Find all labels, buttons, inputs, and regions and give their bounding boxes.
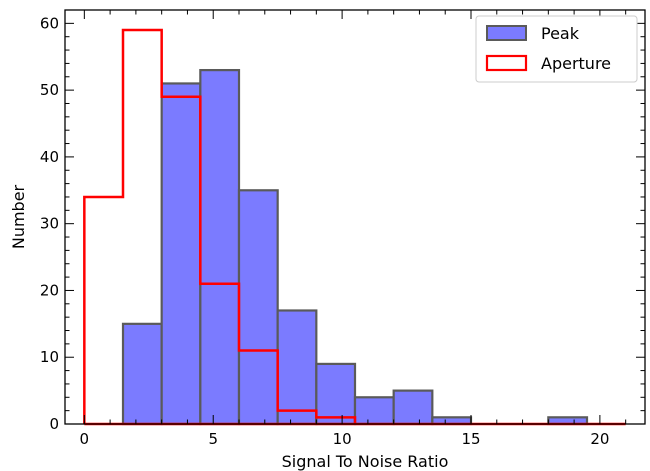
x-tick-label: 0 (80, 430, 90, 448)
y-tick-label: 30 (40, 215, 59, 233)
x-tick-label: 10 (333, 430, 352, 448)
bar-peak (160, 82, 202, 426)
y-tick-label: 60 (40, 14, 59, 32)
x-tick-label: 5 (208, 430, 218, 448)
legend-label-peak: Peak (541, 24, 580, 43)
bar-peak (353, 396, 395, 426)
y-tick-label: 0 (49, 415, 59, 433)
bar-peak (121, 322, 163, 426)
bar-peak (392, 389, 434, 426)
series-peak (121, 68, 589, 426)
y-tick-label: 40 (40, 148, 59, 166)
x-axis-label: Signal To Noise Ratio (282, 452, 449, 471)
y-tick-label: 20 (40, 281, 59, 299)
bar-peak (199, 68, 241, 426)
legend-label-aperture: Aperture (541, 54, 611, 73)
plot-frame (64, 9, 646, 425)
y-axis-label: Number (9, 184, 28, 249)
legend-swatch-peak (486, 25, 527, 41)
bar-peak (276, 309, 318, 426)
x-tick-label: 15 (461, 430, 480, 448)
y-tick-label: 50 (40, 81, 59, 99)
ticks (65, 9, 645, 425)
y-tick-label: 10 (40, 348, 59, 366)
bar-peak (237, 189, 279, 426)
legend: Peak Aperture (475, 15, 638, 83)
legend-swatch-aperture (485, 54, 528, 72)
bar-peak (315, 362, 357, 426)
x-tick-label: 20 (590, 430, 609, 448)
